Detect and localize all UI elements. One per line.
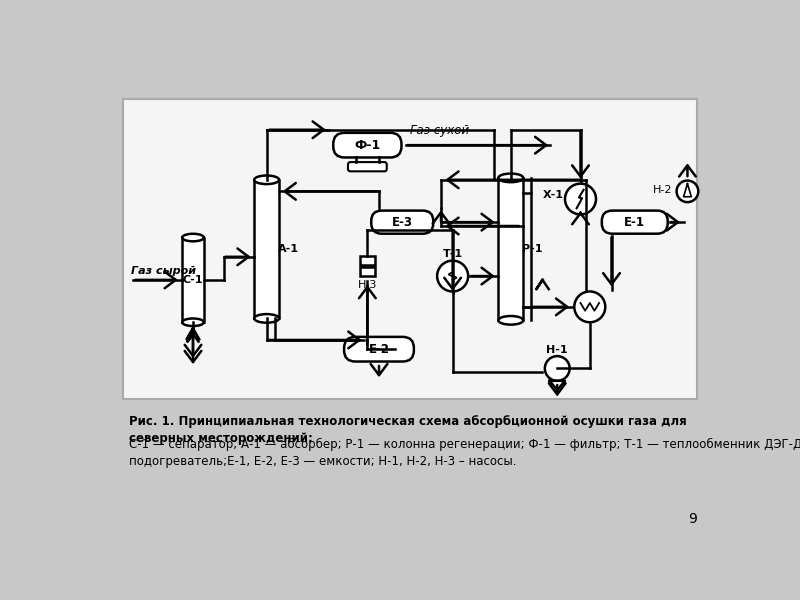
Ellipse shape <box>498 316 523 325</box>
Bar <box>360 256 375 265</box>
Text: Ф-1: Ф-1 <box>354 139 381 152</box>
Ellipse shape <box>254 314 279 323</box>
FancyBboxPatch shape <box>371 211 434 234</box>
Text: 9: 9 <box>689 512 698 526</box>
Text: Е-3: Е-3 <box>392 215 413 229</box>
Text: Х-1: Х-1 <box>543 190 564 200</box>
Ellipse shape <box>498 173 523 182</box>
Text: А-1: А-1 <box>278 244 299 254</box>
Text: Е-2: Е-2 <box>369 343 390 356</box>
Bar <box>123 99 697 399</box>
FancyBboxPatch shape <box>344 337 414 362</box>
Text: Н-2: Н-2 <box>653 185 672 195</box>
FancyBboxPatch shape <box>334 133 402 157</box>
Text: Т-1: Т-1 <box>442 250 462 259</box>
Circle shape <box>565 184 596 214</box>
Text: С-1: С-1 <box>182 275 203 285</box>
Bar <box>360 267 375 276</box>
Bar <box>182 238 204 322</box>
Text: С-1 — сепаратор; А-1 — абсорбер; Р-1 — колонна регенерации; Ф-1 — фильтр; Т-1 — : С-1 — сепаратор; А-1 — абсорбер; Р-1 — к… <box>130 438 800 468</box>
Circle shape <box>677 181 698 202</box>
Ellipse shape <box>254 175 279 184</box>
Ellipse shape <box>182 234 204 241</box>
Text: Газ сухой: Газ сухой <box>410 124 469 137</box>
Circle shape <box>437 260 468 292</box>
Text: Е-1: Е-1 <box>624 215 646 229</box>
FancyBboxPatch shape <box>348 162 386 172</box>
Text: Газ сырой: Газ сырой <box>131 266 196 276</box>
Circle shape <box>545 356 570 381</box>
Text: Н-1: Н-1 <box>546 345 568 355</box>
Bar <box>254 180 279 319</box>
Bar <box>498 178 523 320</box>
FancyBboxPatch shape <box>602 211 668 234</box>
Ellipse shape <box>182 319 204 326</box>
Text: Рис. 1. Принципиальная технологическая схема абсорбционной осушки газа для
север: Рис. 1. Принципиальная технологическая с… <box>130 415 687 445</box>
Text: Н-3: Н-3 <box>358 280 377 290</box>
Text: Р-1: Р-1 <box>522 244 542 254</box>
Circle shape <box>574 292 606 322</box>
